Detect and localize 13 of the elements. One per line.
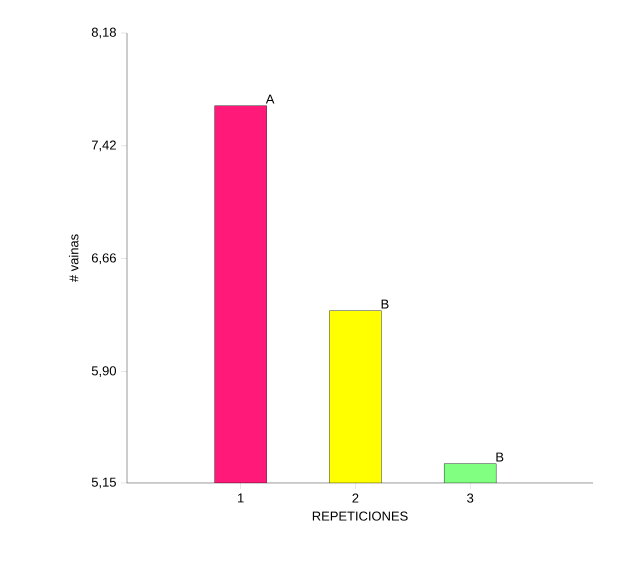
annotation: B (382, 300, 389, 309)
y-tick-label: 5,15 (92, 478, 116, 488)
y-tick-label: 7,42 (92, 140, 116, 152)
y-tick-label: 8,18 (92, 28, 116, 38)
x-tick-label: 3 (467, 494, 474, 503)
x-tick-label: 1 (238, 494, 244, 502)
annotation: B (496, 452, 504, 462)
y-tick-label: 5,90 (92, 366, 116, 377)
annotation: A (266, 94, 274, 104)
x-tick-label: 2 (352, 494, 358, 503)
y-tick-label: 6,66 (92, 253, 116, 264)
x-axis-title: REPETICIONES (312, 512, 408, 521)
y-axis-title: # vainas (68, 234, 78, 282)
